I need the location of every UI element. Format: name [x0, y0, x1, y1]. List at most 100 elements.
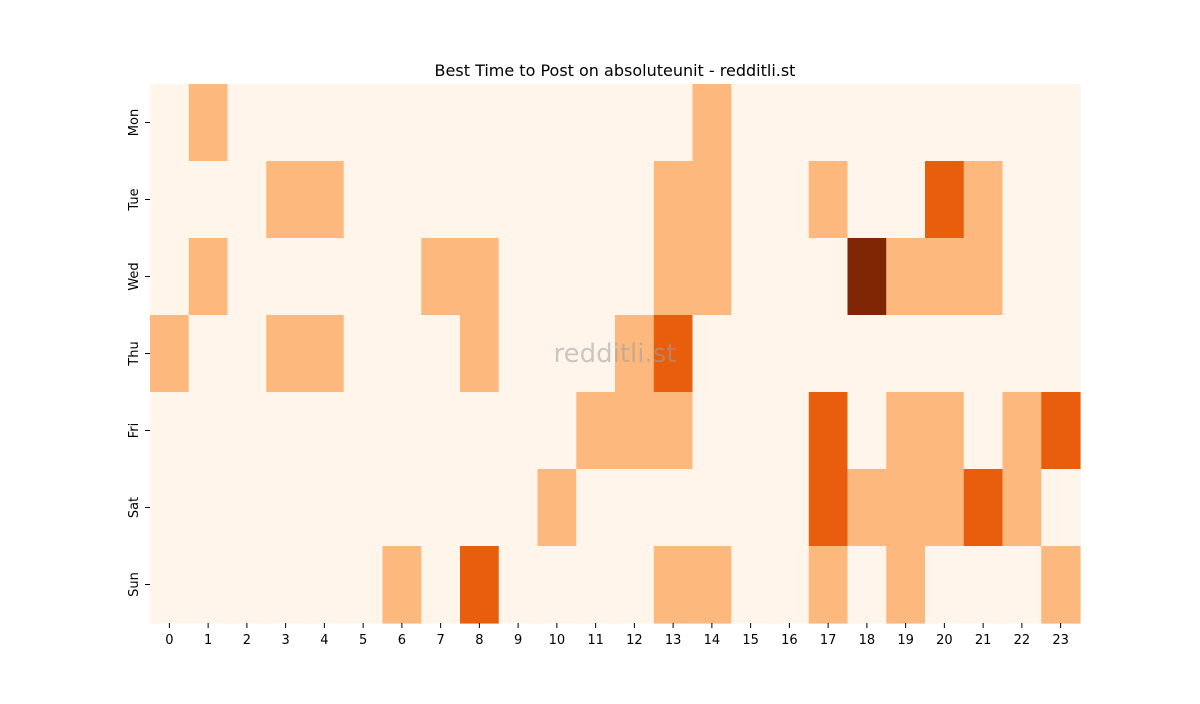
- x-tick-label: 22: [1014, 633, 1031, 648]
- heatmap-cell-wed-23: [1041, 238, 1081, 316]
- heatmap-cell-fri-21: [963, 392, 1004, 470]
- watermark: redditli.st: [554, 339, 677, 369]
- heatmap-cell-sun-21: [963, 546, 1004, 624]
- heatmap-cell-tue-23: [1041, 161, 1081, 239]
- heatmap-cell-sat-10: [537, 469, 577, 547]
- heatmap-cell-fri-12: [615, 392, 655, 470]
- heatmap-cell-thu-3: [266, 315, 306, 393]
- heatmap-cell-sat-5: [343, 469, 384, 547]
- heatmap-cell-thu-15: [731, 315, 771, 393]
- heatmap-cell-sat-12: [615, 469, 655, 547]
- y-axis: Mon Tue Wed Thu Fri Sat Sun: [127, 109, 150, 597]
- heatmap-cell-mon-11: [576, 84, 616, 162]
- heatmap-cell-wed-10: [537, 238, 577, 316]
- heatmap-cell-fri-1: [188, 392, 229, 470]
- heatmap-cell-wed-1: [188, 238, 229, 316]
- heatmap-cell-sun-6: [382, 546, 422, 624]
- x-tick-label: 17: [820, 633, 837, 648]
- heatmap-cell-sat-14: [692, 469, 732, 547]
- heatmap-cell-mon-16: [770, 84, 810, 162]
- heatmap-cell-wed-6: [382, 238, 422, 316]
- heatmap-cell-fri-4: [305, 392, 345, 470]
- heatmap-cell-wed-7: [421, 238, 461, 316]
- heatmap-cell-thu-1: [188, 315, 229, 393]
- heatmap-cell-thu-9: [498, 315, 539, 393]
- heatmap-cell-sun-12: [615, 546, 655, 624]
- heatmap-cell-tue-9: [498, 161, 539, 239]
- heatmap-cell-mon-14: [692, 84, 732, 162]
- heatmap-cell-tue-4: [305, 161, 345, 239]
- x-tick-label: 19: [897, 633, 914, 648]
- heatmap-cell-wed-0: [150, 238, 190, 316]
- heatmap-cell-sun-23: [1041, 546, 1081, 624]
- heatmap-cell-fri-5: [343, 392, 384, 470]
- heatmap-cell-tue-13: [653, 161, 694, 239]
- heatmap-cell-wed-4: [305, 238, 345, 316]
- heatmap-cell-wed-15: [731, 238, 771, 316]
- heatmap-cell-sat-7: [421, 469, 461, 547]
- heatmap-cell-mon-2: [227, 84, 267, 162]
- heatmap-cell-fri-16: [770, 392, 810, 470]
- heatmap-cell-mon-1: [188, 84, 229, 162]
- heatmap-cell-mon-7: [421, 84, 461, 162]
- heatmap-cell-sat-11: [576, 469, 616, 547]
- x-tick-label: 10: [549, 633, 566, 648]
- heatmap-cell-fri-10: [537, 392, 577, 470]
- heatmap-cell-tue-21: [963, 161, 1004, 239]
- x-tick-label: 3: [281, 633, 289, 648]
- x-tick-label: 16: [781, 633, 798, 648]
- heatmap-cell-thu-10: [537, 315, 577, 393]
- heatmap-cell-tue-5: [343, 161, 384, 239]
- heatmap-cell-sun-1: [188, 546, 229, 624]
- heatmap-cell-wed-11: [576, 238, 616, 316]
- heatmap-cell-mon-3: [266, 84, 306, 162]
- heatmap-cell-thu-0: [150, 315, 190, 393]
- heatmap-cell-mon-15: [731, 84, 771, 162]
- heatmap-cell-sun-3: [266, 546, 306, 624]
- x-tick-label: 23: [1052, 633, 1069, 648]
- heatmap-cell-sun-2: [227, 546, 267, 624]
- heatmap-cell-sat-22: [1002, 469, 1042, 547]
- heatmap-cell-sun-19: [886, 546, 926, 624]
- heatmap-cell-sat-13: [653, 469, 694, 547]
- x-tick-label: 2: [243, 633, 251, 648]
- heatmap-cell-tue-2: [227, 161, 267, 239]
- heatmap-cell-thu-11: [576, 315, 616, 393]
- heatmap-cell-fri-13: [653, 392, 694, 470]
- heatmap-cell-tue-11: [576, 161, 616, 239]
- heatmap-cell-thu-18: [847, 315, 887, 393]
- heatmap-cell-sun-14: [692, 546, 732, 624]
- heatmap-cell-sun-18: [847, 546, 887, 624]
- heatmap-cell-sat-0: [150, 469, 190, 547]
- heatmap-cell-sun-22: [1002, 546, 1042, 624]
- heatmap-cell-mon-23: [1041, 84, 1081, 162]
- heatmap-cell-wed-20: [925, 238, 965, 316]
- heatmap-cell-mon-10: [537, 84, 577, 162]
- y-tick-label: Fri: [127, 423, 142, 439]
- heatmap-cell-sun-9: [498, 546, 539, 624]
- heatmap-cell-fri-18: [847, 392, 887, 470]
- heatmap-cell-tue-22: [1002, 161, 1042, 239]
- heatmap-cell-fri-2: [227, 392, 267, 470]
- heatmap-cell-sun-13: [653, 546, 694, 624]
- heatmap-cell-sat-9: [498, 469, 539, 547]
- heatmap-cell-fri-23: [1041, 392, 1081, 470]
- x-tick-label: 18: [859, 633, 876, 648]
- heatmap-cell-wed-2: [227, 238, 267, 316]
- heatmap-cell-wed-17: [808, 238, 849, 316]
- heatmap-cell-mon-9: [498, 84, 539, 162]
- heatmap-cell-fri-11: [576, 392, 616, 470]
- heatmap-cell-sun-17: [808, 546, 849, 624]
- heatmap-cell-sat-19: [886, 469, 926, 547]
- heatmap-cell-tue-20: [925, 161, 965, 239]
- heatmap-cell-thu-16: [770, 315, 810, 393]
- heatmap-cell-tue-6: [382, 161, 422, 239]
- heatmap-cell-fri-6: [382, 392, 422, 470]
- heatmap-cell-fri-3: [266, 392, 306, 470]
- x-tick-label: 4: [320, 633, 328, 648]
- heatmap-cell-tue-8: [460, 161, 500, 239]
- heatmap-cell-tue-0: [150, 161, 190, 239]
- heatmap-cell-fri-0: [150, 392, 190, 470]
- heatmap-cell-fri-14: [692, 392, 732, 470]
